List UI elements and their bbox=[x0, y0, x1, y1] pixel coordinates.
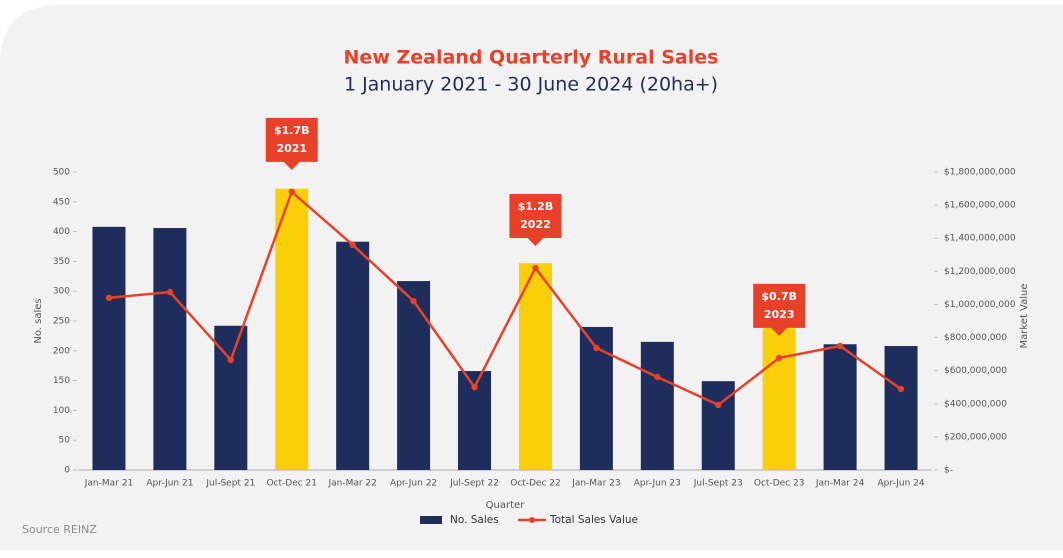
x-tick-label: Jan-Mar 24 bbox=[815, 479, 865, 489]
callout-value: $1.2B bbox=[518, 200, 554, 213]
bar bbox=[214, 325, 248, 470]
y-tick-label: 350 bbox=[53, 257, 70, 267]
bar bbox=[823, 344, 857, 470]
x-tick-label: Jan-Mar 21 bbox=[84, 479, 133, 489]
y2-tick-label: $200,000,000 bbox=[944, 432, 1007, 442]
bar bbox=[640, 341, 674, 470]
line-point bbox=[410, 297, 417, 305]
y-tick-label: 500 bbox=[53, 168, 70, 178]
y-tick-label: 250 bbox=[53, 317, 70, 327]
bar bbox=[336, 241, 370, 470]
x-axis-title: Quarter bbox=[486, 500, 526, 511]
line bbox=[108, 189, 902, 407]
source: Source REINZ bbox=[22, 523, 97, 536]
y2-tick-label: $1,000,000,000 bbox=[944, 300, 1016, 310]
legend-swatch bbox=[420, 516, 442, 524]
line-point bbox=[105, 294, 113, 302]
x-tick-label: Jul-Sept 21 bbox=[205, 479, 255, 489]
callout-year: 2023 bbox=[764, 308, 795, 321]
y-tick-label: 0 bbox=[64, 466, 70, 476]
y2-tick-label: $1,200,000,000 bbox=[944, 267, 1016, 277]
callout-box bbox=[753, 283, 806, 336]
line-point bbox=[227, 356, 235, 364]
callout-year: 2021 bbox=[276, 142, 307, 155]
y2-tick-label: $- bbox=[944, 466, 953, 476]
bar bbox=[153, 228, 187, 470]
y2-tick-label: $400,000,000 bbox=[944, 399, 1007, 409]
callout-value: $0.7B bbox=[761, 290, 797, 303]
y-tick-label: 150 bbox=[53, 376, 70, 386]
y2-tick-label: $1,400,000,000 bbox=[944, 234, 1016, 244]
x-tick-label: Oct-Dec 23 bbox=[754, 479, 805, 489]
bar bbox=[397, 281, 431, 470]
x-tick-label: Jul-Sept 22 bbox=[449, 479, 499, 489]
x-tick-label: Apr-Jun 22 bbox=[390, 479, 437, 489]
x-tick-label: Apr-Jun 23 bbox=[634, 479, 681, 489]
y-tick-label: 100 bbox=[53, 406, 70, 416]
chart-subtitle: 1 January 2021 - 30 June 2024 (20ha+) bbox=[344, 74, 718, 96]
x-tick-label: Apr-Jun 24 bbox=[877, 479, 924, 489]
line-point bbox=[897, 385, 905, 393]
x-tick-label: Jan-Mar 22 bbox=[327, 479, 376, 489]
y2-tick-label: $800,000,000 bbox=[944, 333, 1007, 343]
callout-box bbox=[509, 194, 562, 247]
line-point bbox=[715, 401, 722, 409]
y-tick-label: 300 bbox=[53, 287, 70, 297]
line-point bbox=[836, 342, 844, 350]
line-point bbox=[593, 344, 600, 352]
x-tick-label: Oct-Dec 22 bbox=[510, 479, 561, 489]
y-tick-label: 50 bbox=[59, 436, 71, 446]
line-point bbox=[654, 373, 661, 381]
bar bbox=[92, 226, 126, 470]
callout-value: $1.7B bbox=[274, 124, 310, 137]
y2-tick-label: $1,600,000,000 bbox=[944, 201, 1016, 211]
line-point bbox=[349, 241, 356, 249]
x-tick-label: Apr-Jun 21 bbox=[146, 479, 193, 489]
bar bbox=[275, 188, 309, 471]
y-tick-label: 450 bbox=[53, 197, 70, 207]
x-tick-label: Jul-Sept 23 bbox=[693, 479, 743, 489]
y2-axis-title: Market Value bbox=[1019, 283, 1030, 348]
bar bbox=[762, 328, 796, 470]
legend-label: Total Sales Value bbox=[549, 514, 638, 526]
legend-label: No. Sales bbox=[450, 514, 499, 526]
callout-box bbox=[265, 117, 318, 170]
line-point bbox=[288, 188, 295, 196]
x-tick-label: Jan-Mar 23 bbox=[571, 479, 620, 489]
y-tick-label: 400 bbox=[53, 227, 70, 237]
line-point bbox=[775, 354, 783, 362]
y2-tick-label: $1,800,000,000 bbox=[944, 168, 1016, 178]
line-point bbox=[532, 264, 539, 272]
bar bbox=[518, 263, 552, 470]
y-axis-title: No. sales bbox=[33, 298, 44, 343]
legend-swatch-dot bbox=[529, 517, 535, 523]
x-tick-label: Oct-Dec 21 bbox=[266, 479, 317, 489]
bar bbox=[884, 346, 918, 470]
y2-tick-label: $600,000,000 bbox=[944, 366, 1007, 376]
y-tick-label: 200 bbox=[53, 346, 70, 356]
line-point bbox=[471, 384, 478, 391]
line-point bbox=[166, 288, 174, 296]
callout-year: 2022 bbox=[520, 218, 551, 231]
chart-title: New Zealand Quarterly Rural Sales bbox=[344, 47, 719, 69]
